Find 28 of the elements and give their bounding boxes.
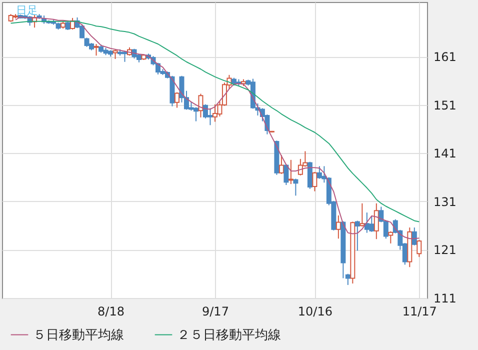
y-tick-label: 151	[434, 98, 456, 112]
y-tick-label: 161	[434, 50, 456, 64]
candlestick	[336, 214, 341, 240]
candlestick	[312, 171, 318, 192]
y-tick-label: 111	[434, 292, 456, 306]
candlestick	[374, 202, 379, 240]
legend-label: ２５日移動平均線	[177, 328, 281, 343]
x-tick-label: 11/17	[402, 304, 437, 318]
candlestick	[360, 202, 365, 228]
candlestick	[174, 92, 180, 108]
candlestick	[288, 159, 294, 185]
legend-label: ５日移動平均線	[33, 328, 124, 343]
candlestick	[94, 44, 99, 56]
x-tick-label: 8/18	[98, 304, 124, 318]
candlestick	[354, 220, 360, 252]
x-tick-label: 9/17	[202, 304, 229, 318]
candlestick	[284, 164, 289, 186]
y-tick-label: 121	[434, 243, 456, 258]
candlestick	[278, 154, 284, 174]
candlestick	[416, 240, 422, 258]
candlestick	[198, 93, 204, 118]
candlestick	[293, 178, 298, 196]
candlestick	[412, 227, 417, 246]
annotation: 日足	[16, 4, 38, 17]
y-tick-label: 141	[434, 146, 456, 161]
x-tick-label: 10/16	[298, 304, 332, 318]
y-tick-label: 131	[434, 194, 456, 209]
candlestick	[388, 230, 394, 244]
